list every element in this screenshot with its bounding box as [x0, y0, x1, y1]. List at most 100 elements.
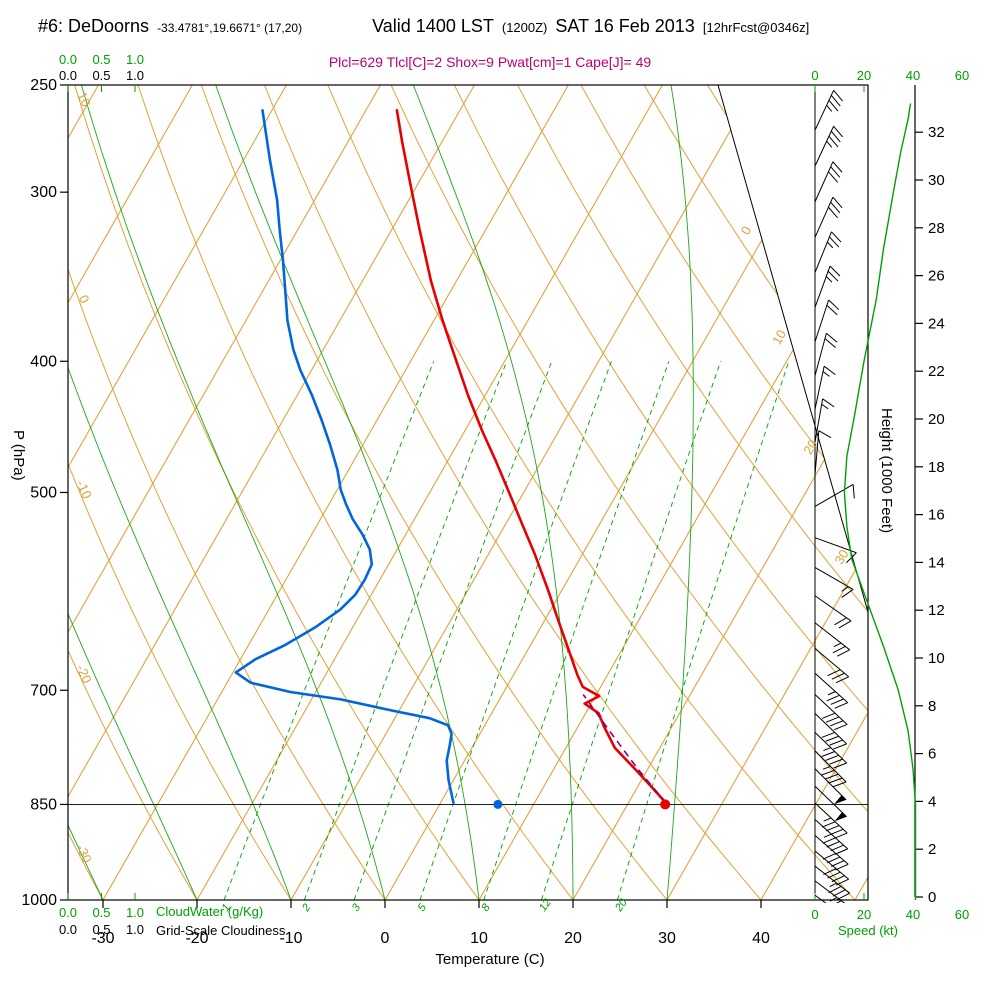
svg-text:850: 850	[30, 796, 57, 813]
svg-text:0: 0	[811, 68, 818, 83]
svg-text:0: 0	[76, 293, 93, 306]
svg-text:32: 32	[928, 124, 945, 141]
mixing-ratio-lines	[223, 361, 790, 900]
svg-text:20: 20	[857, 907, 871, 922]
temperature-axis-title: Temperature (C)	[435, 951, 545, 968]
svg-text:2: 2	[928, 841, 936, 858]
svg-text:18: 18	[928, 459, 945, 476]
svg-text:0.5: 0.5	[92, 922, 110, 937]
svg-text:2: 2	[299, 902, 313, 915]
valid-zulu: (1200Z)	[501, 20, 548, 35]
svg-text:30: 30	[658, 930, 676, 947]
svg-text:1.0: 1.0	[126, 922, 144, 937]
cloudwater-axis-title: CloudWater (g/Kg)	[156, 904, 264, 919]
cloud-axis-labels: 0.00.00.00.00.50.50.50.51.01.01.01.0	[59, 52, 144, 937]
svg-text:1: 1	[220, 902, 233, 914]
svg-text:0.0: 0.0	[59, 922, 77, 937]
pressure-axis-title: P (hPa)	[10, 430, 27, 481]
dewpoint-curve	[234, 109, 455, 805]
svg-text:10: 10	[769, 327, 789, 347]
svg-text:0.0: 0.0	[59, 52, 77, 67]
svg-text:10: 10	[928, 650, 945, 667]
valid-date: SAT 16 Feb 2013	[555, 16, 695, 36]
svg-text:60: 60	[955, 907, 969, 922]
svg-text:700: 700	[30, 682, 57, 699]
svg-text:3: 3	[350, 901, 364, 914]
svg-text:16: 16	[928, 507, 945, 524]
svg-text:26: 26	[928, 268, 945, 285]
station-coords: -33.4781°,19.6671° (17,20)	[157, 21, 303, 35]
svg-text:24: 24	[928, 315, 945, 332]
svg-text:-30: -30	[91, 930, 114, 947]
isotherm-lines	[68, 85, 868, 900]
svg-text:40: 40	[752, 930, 770, 947]
mixing-ratio-labels: 1 2 3 5 8 12 20	[220, 896, 631, 914]
svg-text:-10: -10	[73, 478, 95, 501]
wind-barbs	[814, 90, 857, 903]
svg-text:10: 10	[74, 90, 94, 109]
svg-text:0: 0	[381, 930, 390, 947]
parcel-params-line: Plcl=629 Tlcl[C]=2 Shox=9 Pwat[cm]=1 Cap…	[328, 54, 652, 70]
svg-text:-30: -30	[73, 842, 95, 865]
forecast-tag: [12hrFcst@0346z]	[702, 20, 810, 35]
svg-text:400: 400	[30, 353, 57, 370]
parcel-path	[582, 694, 667, 804]
cloudiness-axis-title: Grid-Scale Cloudiness	[156, 923, 286, 938]
svg-text:6: 6	[928, 746, 936, 763]
svg-text:14: 14	[928, 554, 945, 571]
svg-text:20: 20	[857, 68, 871, 83]
plot-border	[67, 84, 916, 901]
surface-dewpoint-dot	[493, 799, 503, 809]
svg-text:20: 20	[928, 411, 945, 428]
svg-text:0.0: 0.0	[59, 68, 77, 83]
svg-text:-10: -10	[279, 930, 302, 947]
svg-text:0.5: 0.5	[92, 52, 110, 67]
svg-text:8: 8	[928, 698, 936, 715]
svg-text:1.0: 1.0	[126, 52, 144, 67]
svg-text:5: 5	[416, 901, 430, 914]
svg-text:0.5: 0.5	[92, 68, 110, 83]
height-axis-title: Height (1000 Feet)	[878, 408, 895, 534]
svg-text:28: 28	[928, 220, 945, 237]
svg-text:40: 40	[906, 907, 920, 922]
svg-text:60: 60	[955, 68, 969, 83]
svg-text:20: 20	[564, 930, 582, 947]
svg-text:-20: -20	[185, 930, 208, 947]
wind-speed-curve	[843, 103, 917, 900]
station-name: #6: DeDoorns	[38, 16, 150, 36]
svg-text:0: 0	[811, 907, 818, 922]
svg-text:12: 12	[537, 897, 554, 914]
speed-axis-title: Speed (kt)	[838, 923, 898, 938]
svg-text:250: 250	[30, 77, 57, 94]
svg-text:8: 8	[479, 901, 493, 914]
svg-text:0: 0	[738, 223, 755, 237]
svg-text:40: 40	[906, 68, 920, 83]
svg-text:1.0: 1.0	[126, 68, 144, 83]
surface-temp-dot	[660, 799, 671, 810]
svg-text:300: 300	[30, 184, 57, 201]
temperature-axis: -30 -20 -10 0 10 20 30 40	[91, 900, 770, 947]
page-title: #6: DeDoorns -33.4781°,19.6671° (17,20) …	[38, 16, 809, 37]
svg-text:22: 22	[928, 363, 945, 380]
svg-text:30: 30	[928, 172, 945, 189]
temperature-curve	[395, 109, 668, 805]
pressure-axis: 250 300 400 500 700 850 1000	[21, 77, 68, 909]
svg-text:0.0: 0.0	[59, 905, 77, 920]
svg-text:12: 12	[928, 602, 945, 619]
dry-adiabat-left-labels: 10 0 -10 -20 -30	[73, 90, 95, 866]
svg-text:0.5: 0.5	[92, 905, 110, 920]
valid-time: Valid 1400 LST	[372, 16, 494, 36]
svg-text:20: 20	[612, 896, 630, 914]
svg-text:500: 500	[30, 484, 57, 501]
svg-text:1.0: 1.0	[126, 905, 144, 920]
svg-text:10: 10	[470, 930, 488, 947]
moist-adiabat-lines	[68, 85, 694, 900]
svg-text:4: 4	[928, 793, 936, 810]
svg-text:1000: 1000	[21, 892, 57, 909]
svg-text:0: 0	[928, 889, 936, 906]
